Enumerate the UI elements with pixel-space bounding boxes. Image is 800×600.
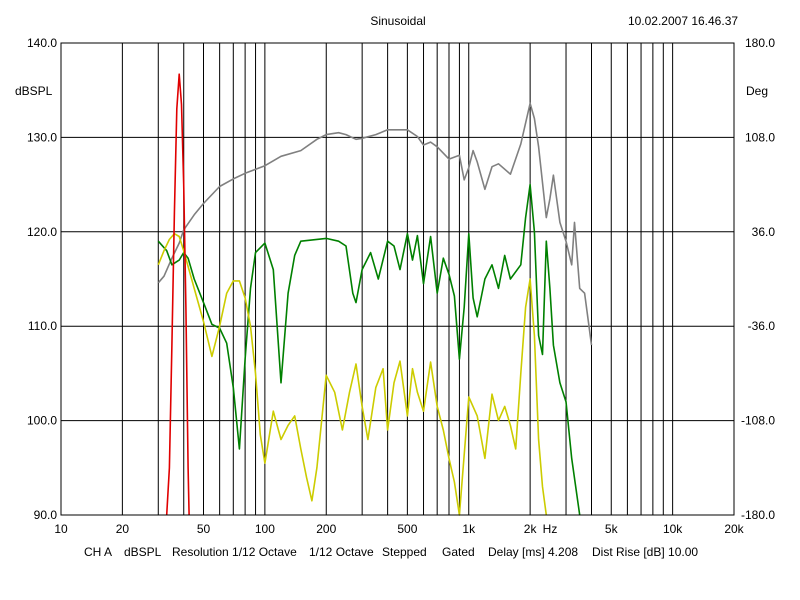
series-line-1 — [157, 102, 593, 346]
y2-tick-label: -108.0 — [741, 414, 775, 428]
series-line-3 — [157, 232, 548, 516]
footer-resolution: Resolution 1/12 Octave — [172, 545, 297, 559]
x-tick-label: 10k — [663, 522, 683, 536]
x-tick-label: 5k — [605, 522, 619, 536]
x-tick-label: 50 — [197, 522, 211, 536]
y2-axis-label: Deg — [746, 84, 768, 98]
tick-labels: 10 20 50 100 200 500 1k 2k 5k 10k 20k 90.0 100.0 110.… — [27, 36, 775, 536]
timestamp: 10.02.2007 16.46.37 — [628, 14, 738, 28]
x-tick-label: 200 — [316, 522, 336, 536]
y-tick-label: 140.0 — [27, 36, 57, 50]
y2-tick-label: -36.0 — [748, 319, 776, 333]
x-tick-label: 20k — [724, 522, 744, 536]
x-tick-label: 100 — [255, 522, 275, 536]
plot-frame — [60, 42, 735, 516]
footer-mode: Stepped — [382, 545, 427, 559]
footer-channel: CH A — [84, 545, 112, 559]
series-line-2 — [157, 183, 581, 516]
x-tick-label: 1k — [462, 522, 476, 536]
y2-tick-label: 108.0 — [745, 130, 775, 144]
y2-tick-label: 36.0 — [752, 225, 776, 239]
x-tick-label: 20 — [116, 522, 130, 536]
y-tick-label: 90.0 — [34, 508, 58, 522]
footer-delay: Delay [ms] 4.208 — [488, 545, 578, 559]
chart-title: Sinusoidal — [370, 14, 425, 28]
y-tick-label: 130.0 — [27, 130, 57, 144]
y2-tick-label: -180.0 — [741, 508, 775, 522]
series-layer — [157, 73, 593, 516]
y-tick-label: 110.0 — [28, 319, 57, 333]
y-tick-label: 100.0 — [27, 414, 57, 428]
x-tick-label: 500 — [397, 522, 417, 536]
x-tick-label: 10 — [54, 522, 68, 536]
x-axis-unit-label: Hz — [543, 522, 558, 536]
y2-tick-label: 180.0 — [745, 36, 775, 50]
footer-unit: dBSPL — [124, 545, 162, 559]
footer-gating: Gated — [442, 545, 475, 559]
footer-dist-rise: Dist Rise [dB] 10.00 — [592, 545, 698, 559]
y-tick-label: 120.0 — [27, 225, 57, 239]
x-tick-label: 2k — [524, 522, 538, 536]
footer-smoothing: 1/12 Octave — [309, 545, 374, 559]
series-line-4 — [165, 73, 190, 516]
y-axis-label: dBSPL — [15, 84, 53, 98]
